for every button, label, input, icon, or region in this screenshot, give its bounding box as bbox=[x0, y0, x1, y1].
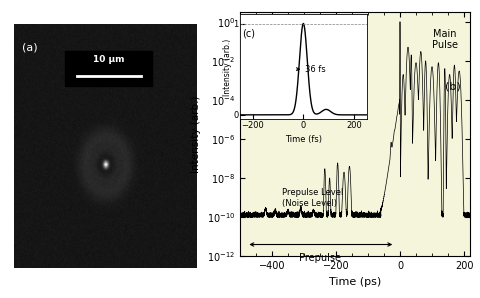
Text: Main
Pulse: Main Pulse bbox=[432, 29, 458, 50]
Text: Prepulse: Prepulse bbox=[299, 253, 341, 263]
Text: (a): (a) bbox=[22, 43, 38, 53]
X-axis label: Time (ps): Time (ps) bbox=[329, 277, 381, 287]
Text: 10 μm: 10 μm bbox=[93, 55, 124, 63]
Y-axis label: Intensity (arb.): Intensity (arb.) bbox=[191, 95, 201, 173]
Text: (b): (b) bbox=[445, 81, 461, 91]
Text: Prepulse Level
(Noise Level): Prepulse Level (Noise Level) bbox=[282, 188, 343, 208]
Bar bbox=[65, 51, 152, 86]
